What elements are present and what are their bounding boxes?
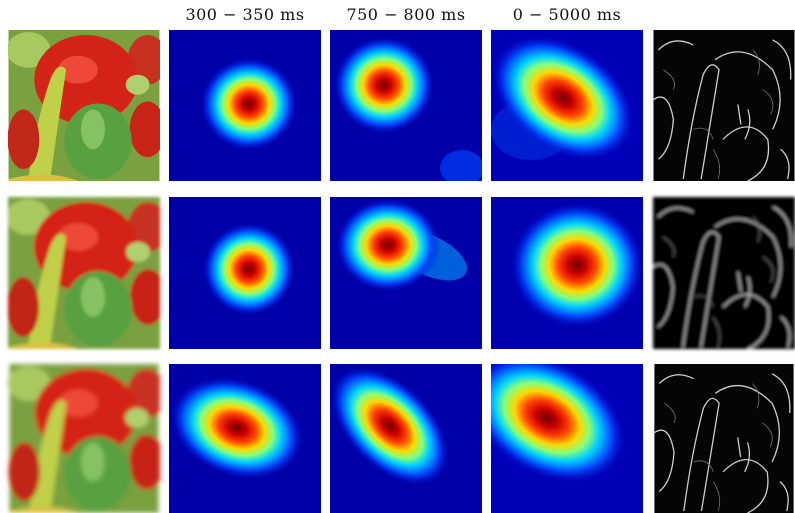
heatmap bbox=[330, 364, 482, 513]
stimulus-image bbox=[8, 30, 160, 181]
edge-map bbox=[653, 30, 795, 181]
column-header: 300 − 350 ms bbox=[185, 5, 304, 24]
heatmap bbox=[491, 364, 643, 513]
heatmap bbox=[491, 30, 643, 181]
column-header: 0 − 5000 ms bbox=[513, 5, 621, 24]
column-header: 750 − 800 ms bbox=[346, 5, 465, 24]
heatmap bbox=[330, 30, 482, 181]
heatmap bbox=[491, 197, 643, 349]
heatmap bbox=[169, 30, 321, 181]
heatmap bbox=[330, 197, 482, 349]
heatmap bbox=[169, 197, 321, 349]
stimulus-image bbox=[8, 197, 160, 349]
heatmap bbox=[169, 364, 321, 513]
stimulus-image bbox=[8, 364, 160, 513]
edge-map bbox=[653, 197, 795, 349]
edge-map bbox=[653, 364, 795, 513]
